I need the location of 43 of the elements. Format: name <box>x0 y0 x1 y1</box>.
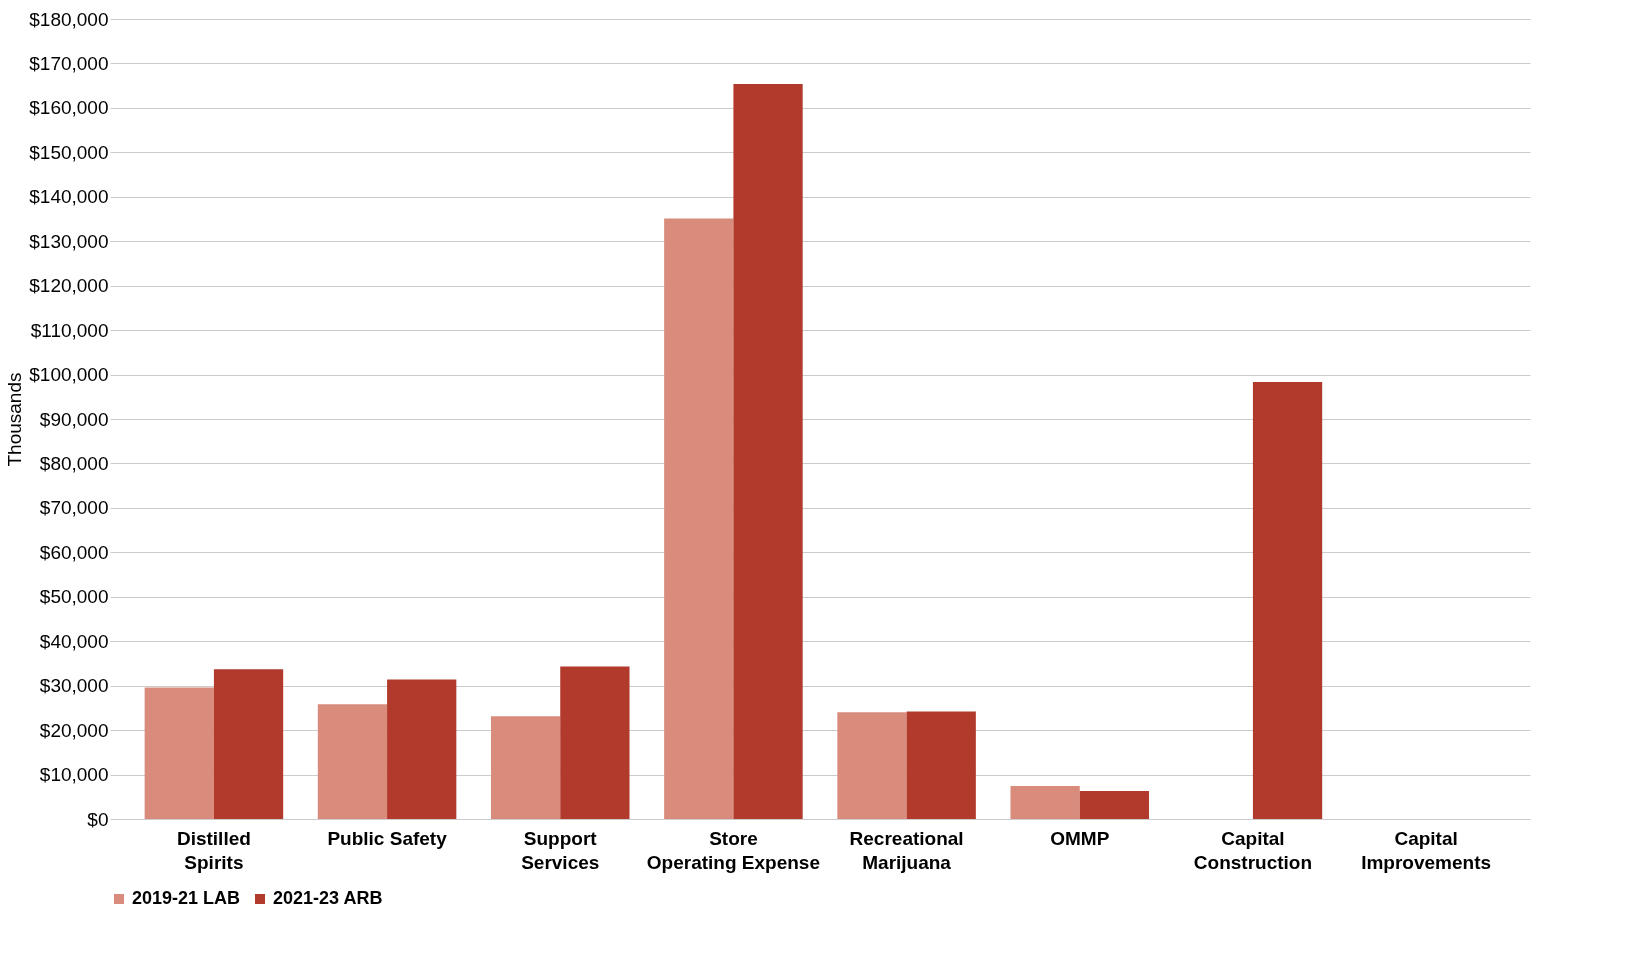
x-tick-label: OMMP <box>1050 827 1110 849</box>
bar <box>490 716 561 819</box>
x-tick-label: Support Services <box>521 827 600 873</box>
y-tick-label: $40,000 <box>39 630 109 652</box>
y-tick-label: $10,000 <box>39 764 109 786</box>
y-tick-label: $160,000 <box>29 97 109 119</box>
bar <box>144 687 214 819</box>
y-tick-label: $150,000 <box>29 141 109 163</box>
y-tick-label: $130,000 <box>29 230 109 252</box>
y-tick-label: $170,000 <box>29 52 109 74</box>
bar <box>664 218 734 819</box>
y-tick-label: $90,000 <box>39 408 109 430</box>
y-tick-label: $110,000 <box>30 319 109 341</box>
y-tick-label: $70,000 <box>39 497 109 519</box>
y-tick-label: $20,000 <box>39 719 109 741</box>
bar <box>317 704 388 819</box>
y-tick-label: $60,000 <box>39 541 109 563</box>
bar <box>213 669 284 819</box>
y-axis-title: Thousands <box>4 372 26 467</box>
x-tick-label: Capital Improvements <box>1361 827 1492 873</box>
y-tick-label: $180,000 <box>29 8 109 30</box>
bar <box>1252 382 1323 819</box>
y-tick-label: $80,000 <box>39 452 109 474</box>
legend-label: 2021-23 ARB <box>273 888 383 908</box>
x-tick-label: Distilled Spirits <box>176 827 251 873</box>
x-tick-label: Public Safety <box>327 827 448 849</box>
bar <box>1079 791 1150 819</box>
x-tick-label: Capital Construction <box>1193 827 1313 873</box>
y-tick-label: $140,000 <box>29 186 109 208</box>
legend-label: 2019-21 LAB <box>132 888 241 908</box>
bar <box>837 712 907 819</box>
y-tick-label: $120,000 <box>29 275 109 297</box>
y-tick-label: $0 <box>87 808 109 830</box>
bar <box>733 83 803 819</box>
y-tick-label: $30,000 <box>39 675 109 697</box>
bar <box>387 679 457 819</box>
y-tick-label: $100,000 <box>29 364 109 386</box>
bar <box>560 666 630 819</box>
bar <box>906 711 976 819</box>
x-tick-label: Store Operating Expense <box>646 827 820 873</box>
bar <box>1010 786 1080 819</box>
x-tick-label: Recreational Marijuana <box>849 827 964 873</box>
y-tick-label: $50,000 <box>39 586 109 608</box>
